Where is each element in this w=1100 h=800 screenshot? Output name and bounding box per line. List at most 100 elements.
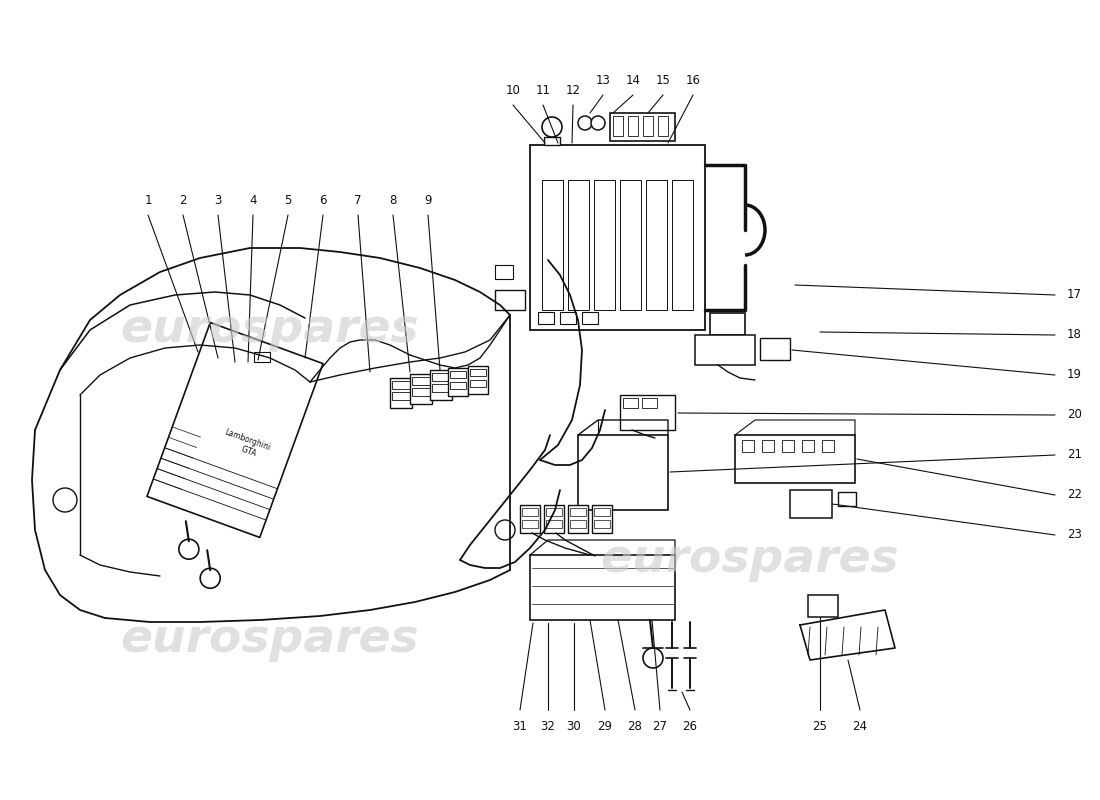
Text: 14: 14 <box>626 74 640 87</box>
Text: 25: 25 <box>813 720 827 733</box>
Text: 23: 23 <box>1067 529 1082 542</box>
Bar <box>568 180 588 310</box>
Bar <box>495 265 513 279</box>
Bar <box>412 377 430 385</box>
Text: eurospares: eurospares <box>601 538 900 582</box>
Text: 1: 1 <box>144 194 152 207</box>
Text: Lamborghini
    GTA: Lamborghini GTA <box>220 427 272 462</box>
Circle shape <box>495 520 515 540</box>
Bar <box>390 378 412 408</box>
Text: 6: 6 <box>319 194 327 207</box>
Bar <box>594 180 615 310</box>
Bar <box>450 371 466 378</box>
Text: 29: 29 <box>597 720 613 733</box>
Bar <box>432 373 450 381</box>
Circle shape <box>542 117 562 137</box>
Bar <box>742 440 754 452</box>
Bar <box>520 505 540 533</box>
Bar <box>495 290 525 310</box>
Bar <box>628 116 638 136</box>
Circle shape <box>644 648 663 668</box>
Text: 27: 27 <box>652 720 668 733</box>
Circle shape <box>53 488 77 512</box>
Bar <box>620 180 641 310</box>
Bar <box>613 116 623 136</box>
Text: 9: 9 <box>425 194 431 207</box>
Text: 13: 13 <box>595 74 610 87</box>
Bar <box>546 520 562 528</box>
Text: 5: 5 <box>284 194 292 207</box>
Bar <box>570 508 586 516</box>
Bar <box>470 380 486 387</box>
Text: eurospares: eurospares <box>121 618 419 662</box>
Text: 11: 11 <box>536 84 550 97</box>
Bar <box>522 520 538 528</box>
Bar <box>410 374 432 404</box>
Text: 8: 8 <box>389 194 397 207</box>
Bar <box>450 382 466 389</box>
Circle shape <box>578 116 592 130</box>
Text: 24: 24 <box>852 720 868 733</box>
Bar <box>623 398 638 408</box>
Circle shape <box>200 568 220 588</box>
Bar <box>592 505 612 533</box>
Bar <box>762 440 774 452</box>
Bar <box>392 381 410 389</box>
Bar <box>544 505 564 533</box>
Bar <box>522 508 538 516</box>
Text: 21: 21 <box>1067 449 1082 462</box>
Bar <box>658 116 668 136</box>
Text: 17: 17 <box>1067 289 1082 302</box>
Bar <box>610 113 675 141</box>
Bar <box>620 395 675 430</box>
Bar <box>760 338 790 360</box>
Bar <box>448 368 468 396</box>
Bar <box>646 180 667 310</box>
Text: 20: 20 <box>1067 409 1082 422</box>
Bar <box>594 520 610 528</box>
Text: 4: 4 <box>250 194 256 207</box>
Bar <box>530 145 705 330</box>
Bar <box>538 312 554 324</box>
Bar <box>838 492 856 506</box>
Bar <box>568 505 588 533</box>
Bar <box>710 313 745 335</box>
Bar <box>582 312 598 324</box>
Bar <box>642 398 657 408</box>
Text: 3: 3 <box>214 194 222 207</box>
Bar <box>412 388 430 396</box>
Bar <box>808 595 838 617</box>
Text: 15: 15 <box>656 74 670 87</box>
Text: 31: 31 <box>513 720 527 733</box>
Bar <box>392 392 410 400</box>
Text: 10: 10 <box>506 84 520 97</box>
Bar <box>644 116 653 136</box>
Bar <box>544 137 560 145</box>
Bar <box>802 440 814 452</box>
Text: 7: 7 <box>354 194 362 207</box>
Text: 32: 32 <box>540 720 556 733</box>
Bar <box>594 508 610 516</box>
Text: 18: 18 <box>1067 329 1082 342</box>
Bar <box>822 440 834 452</box>
Bar <box>432 384 450 392</box>
Bar <box>782 440 794 452</box>
Text: 2: 2 <box>179 194 187 207</box>
Bar <box>560 312 576 324</box>
Bar <box>735 435 855 483</box>
Text: 16: 16 <box>685 74 701 87</box>
Circle shape <box>591 116 605 130</box>
Bar <box>672 180 693 310</box>
Text: 28: 28 <box>628 720 642 733</box>
Bar <box>790 490 832 518</box>
Circle shape <box>179 539 199 559</box>
Bar <box>254 352 270 362</box>
Text: 12: 12 <box>565 84 581 97</box>
Bar <box>546 508 562 516</box>
Text: 19: 19 <box>1067 369 1082 382</box>
Text: eurospares: eurospares <box>121 307 419 353</box>
Bar <box>468 366 488 394</box>
Text: 26: 26 <box>682 720 697 733</box>
Text: 30: 30 <box>566 720 582 733</box>
Bar <box>542 180 563 310</box>
